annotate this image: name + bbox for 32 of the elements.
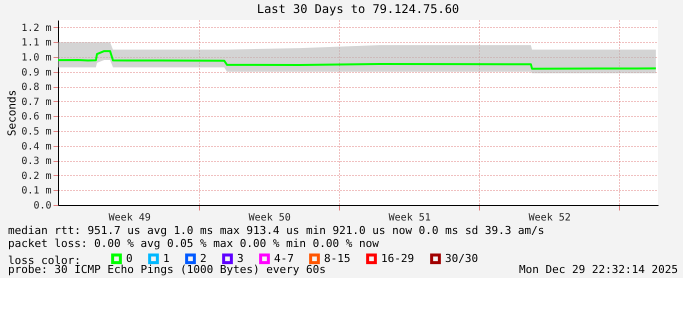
x-tick-label: Week 52 [528, 212, 571, 224]
legend-label: 30/30 [445, 252, 478, 265]
legend-label: 1 [163, 252, 170, 265]
y-tick-label: 1.0 m [21, 52, 52, 64]
y-tick-label: 0.2 m [21, 170, 52, 182]
text: probe: 30 ICMP Echo Pings (1000 Bytes) every 60s [8, 263, 326, 276]
chart-title: Last 30 Days to 79.124.75.60 [256, 2, 460, 16]
text: median rtt: 951.7 us avg 1.0 ms max 913.4 us min 921.0 us now 0.0 ms sd 39.3 am/s [8, 224, 544, 237]
text: Mon Dec 29 22:32:14 2025 [519, 263, 678, 276]
legend-label: 8-15 [324, 252, 350, 265]
y-tick-label: 0.1 m [21, 186, 52, 197]
text: packet loss: 0.00 % avg 0.05 % max 0.00 % min 0.00 % now [8, 237, 380, 250]
legend-label: 2 [200, 252, 207, 265]
y-axis-title: Seconds [5, 90, 18, 136]
y-tick-label: 0.8 m [21, 82, 52, 94]
x-tick-label: Week 50 [248, 212, 291, 224]
y-tick-label: 0.9 m [21, 67, 52, 78]
line-series [57, 50, 657, 70]
y-tick-label: 0.4 m [21, 141, 52, 152]
y-tick-label: 1.2 m [21, 22, 52, 34]
x-tick-label: Week 49 [108, 212, 151, 224]
y-tick-label: 1.1 m [21, 38, 52, 49]
y-tick-label: 0.3 m [21, 156, 52, 168]
y-tick-label: 0.0 [33, 200, 52, 212]
y-tick-label: 0.7 m [21, 96, 52, 108]
y-tick-label: 0.5 m [21, 126, 52, 138]
legend-label: 4-7 [274, 252, 294, 265]
y-tick-label: 0.6 m [21, 112, 52, 123]
x-tick-label: Week 51 [388, 212, 431, 224]
legend-label: 0 [126, 252, 133, 265]
legend-label: 16-29 [381, 252, 414, 265]
legend-label: 3 [237, 252, 244, 265]
